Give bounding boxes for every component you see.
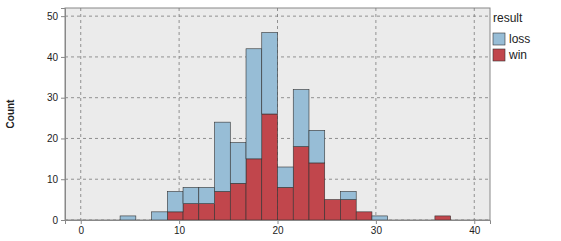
x-axis-line (66, 221, 491, 225)
tick-mark (61, 16, 65, 17)
tick-label: 20 (47, 133, 59, 144)
bar (183, 187, 199, 203)
tick-label: 20 (272, 225, 284, 236)
legend-swatch (493, 49, 505, 61)
bar (262, 114, 278, 220)
x-grid-line (474, 8, 475, 220)
bar (356, 211, 372, 212)
y-axis-line (61, 9, 66, 221)
y-grid-line (65, 16, 490, 17)
tick-mark (81, 220, 82, 224)
tick-label: 0 (78, 225, 84, 236)
x-grid-line (179, 8, 180, 220)
bar (120, 216, 136, 220)
bar (325, 199, 341, 200)
tick-label: 10 (174, 225, 186, 236)
x-axis: 0 10 20 30 40 (66, 220, 491, 236)
bar (199, 204, 215, 220)
x-grid-line (375, 8, 376, 220)
bar (419, 220, 435, 221)
x-grid-line (80, 8, 81, 220)
tick-label: 0 (52, 215, 58, 226)
y-axis-title: Count (5, 99, 16, 129)
tick: 20 (47, 133, 65, 144)
bar (136, 220, 152, 221)
bar (152, 212, 168, 220)
legend: result loss win (493, 11, 530, 62)
tick: 10 (174, 220, 186, 236)
bar (435, 215, 451, 216)
bar (293, 147, 309, 220)
tick-mark (278, 220, 279, 224)
bar (403, 220, 419, 221)
legend-title: result (493, 11, 523, 25)
bar (435, 216, 451, 220)
y-axis: 0 10 20 30 40 50 (47, 9, 66, 226)
bar (340, 200, 356, 220)
bar (403, 220, 419, 221)
tick-mark (61, 179, 65, 180)
bar (340, 191, 356, 199)
bar (388, 220, 404, 221)
tick: 20 (272, 220, 284, 236)
legend-label: loss (509, 32, 530, 46)
bar (167, 191, 183, 211)
bar (388, 220, 404, 221)
bar (230, 183, 246, 220)
tick: 40 (469, 220, 481, 236)
plot-background (65, 8, 490, 220)
tick-mark (179, 220, 180, 224)
bar (356, 212, 372, 220)
tick: 10 (47, 174, 65, 185)
tick: 0 (78, 220, 84, 236)
bar (183, 204, 199, 220)
bar (199, 187, 215, 203)
bar (246, 159, 262, 220)
bars (120, 32, 451, 220)
tick-mark (61, 220, 65, 221)
tick-mark (376, 220, 377, 224)
bar (309, 163, 325, 220)
bar (419, 220, 435, 221)
bar (215, 191, 231, 220)
tick: 40 (47, 52, 65, 63)
bar (230, 143, 246, 184)
tick: 0 (52, 215, 65, 226)
legend-label: win (508, 48, 527, 62)
bar (278, 167, 294, 187)
tick-mark (474, 220, 475, 224)
tick-mark (61, 57, 65, 58)
bar (215, 122, 231, 191)
bar (262, 32, 278, 114)
tick-label: 40 (469, 225, 481, 236)
bar (325, 200, 341, 220)
tick-label: 40 (47, 52, 59, 63)
bar (309, 130, 325, 163)
tick-label: 30 (47, 92, 59, 103)
bar (167, 212, 183, 220)
grid (65, 8, 490, 220)
tick: 30 (371, 220, 383, 236)
tick-label: 10 (47, 174, 59, 185)
legend-swatch (493, 33, 505, 45)
bar (136, 220, 152, 221)
tick: 50 (47, 11, 65, 22)
bar (293, 90, 309, 147)
tick-label: 30 (371, 225, 383, 236)
tick-mark (61, 98, 65, 99)
bar (246, 49, 262, 159)
tick: 30 (47, 92, 65, 103)
bar (372, 216, 388, 220)
chart: 0 10 20 30 40 0 10 20 30 40 50 Count result loss win (0, 0, 561, 241)
tick-label: 50 (47, 11, 59, 22)
tick-mark (61, 138, 65, 139)
bar (278, 187, 294, 220)
